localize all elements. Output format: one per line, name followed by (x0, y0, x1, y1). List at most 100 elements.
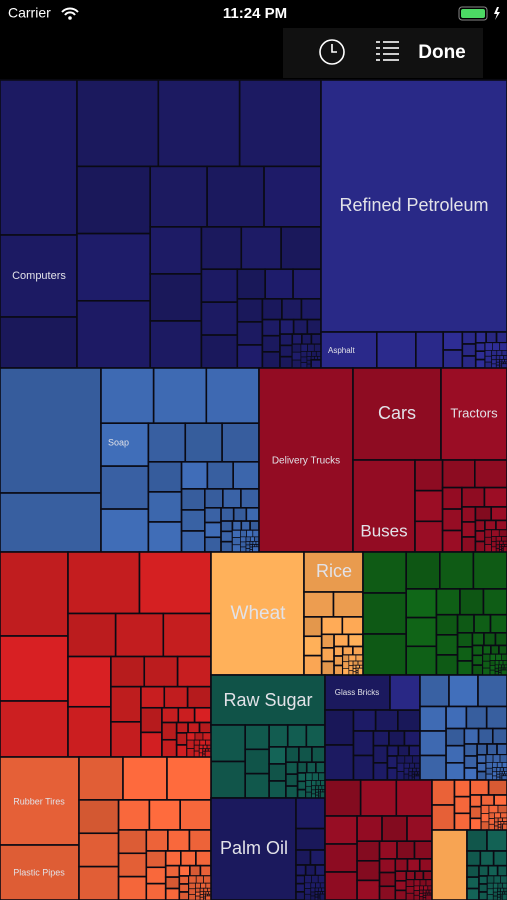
tile-label: Plastic Pipes (13, 867, 65, 877)
tile (480, 821, 490, 831)
tile (232, 507, 248, 522)
tile (491, 529, 500, 537)
tile (348, 654, 357, 662)
tile (285, 785, 299, 799)
tile (494, 821, 499, 827)
tile (303, 635, 323, 657)
tile (484, 350, 493, 357)
tile (501, 536, 507, 542)
tile (441, 529, 463, 553)
done-button[interactable]: Done (418, 42, 466, 63)
tile (485, 767, 493, 775)
tile (204, 488, 224, 509)
tile (502, 660, 507, 666)
tile (300, 356, 308, 363)
tile (210, 724, 247, 763)
tile (311, 772, 319, 781)
tile (292, 268, 322, 300)
tile (496, 762, 503, 768)
tile (188, 829, 212, 852)
tile (419, 885, 424, 891)
tile-label: Rice (316, 561, 352, 581)
tile (355, 664, 360, 669)
tile (348, 665, 354, 671)
tile (487, 882, 494, 890)
tile (469, 779, 490, 796)
tile (240, 488, 260, 509)
tile (306, 318, 322, 335)
tile (200, 301, 239, 336)
tile (332, 591, 364, 618)
tile (423, 885, 429, 891)
tile (110, 655, 146, 688)
tile (76, 232, 151, 302)
tile (193, 706, 212, 724)
tile (220, 520, 234, 533)
tile (412, 755, 421, 764)
list-button[interactable] (376, 41, 399, 61)
tile (352, 754, 375, 781)
tile (291, 343, 302, 353)
tile (281, 298, 303, 321)
tile (161, 721, 178, 741)
tile (431, 804, 456, 831)
tile (486, 743, 498, 756)
tile (180, 850, 197, 867)
tile (487, 888, 494, 895)
tile (499, 359, 503, 363)
tile (484, 536, 492, 545)
tile (409, 762, 416, 769)
tile (333, 655, 344, 667)
tile (494, 632, 507, 647)
tile (498, 667, 502, 671)
tile (485, 773, 493, 781)
tile (495, 361, 500, 366)
tile (295, 882, 306, 893)
tile (463, 727, 480, 745)
tile (445, 705, 468, 730)
tile (494, 812, 502, 819)
tile (492, 891, 498, 897)
tile (203, 887, 208, 893)
tile (501, 893, 507, 900)
tile (494, 667, 500, 672)
tile (320, 633, 335, 649)
tile (76, 165, 151, 235)
tile (195, 887, 201, 893)
tile (435, 634, 459, 656)
tile (285, 746, 300, 764)
tile (249, 544, 253, 548)
tile (279, 318, 295, 335)
tile (333, 645, 344, 657)
tile (414, 459, 444, 492)
tile (222, 488, 242, 509)
tile (485, 331, 498, 344)
tile (356, 840, 381, 862)
tile (78, 832, 120, 868)
tile (342, 654, 350, 663)
tile (453, 779, 472, 798)
tile (310, 891, 316, 897)
tile (324, 674, 391, 711)
tile (298, 746, 313, 764)
tile (466, 850, 482, 867)
tile (394, 870, 408, 882)
tile (499, 767, 504, 772)
tile (415, 331, 445, 369)
tile (474, 530, 486, 543)
tile (317, 875, 326, 884)
tile (324, 815, 358, 845)
tile (333, 664, 344, 676)
tile (0, 551, 69, 637)
tile (310, 895, 316, 900)
tile (296, 780, 307, 791)
tile (486, 829, 507, 852)
tile (249, 520, 260, 532)
tile (78, 756, 124, 801)
tile (497, 817, 503, 822)
tile (378, 885, 397, 900)
history-button[interactable] (319, 39, 345, 65)
tile (448, 674, 479, 708)
tile (492, 850, 507, 867)
tile (487, 894, 494, 900)
